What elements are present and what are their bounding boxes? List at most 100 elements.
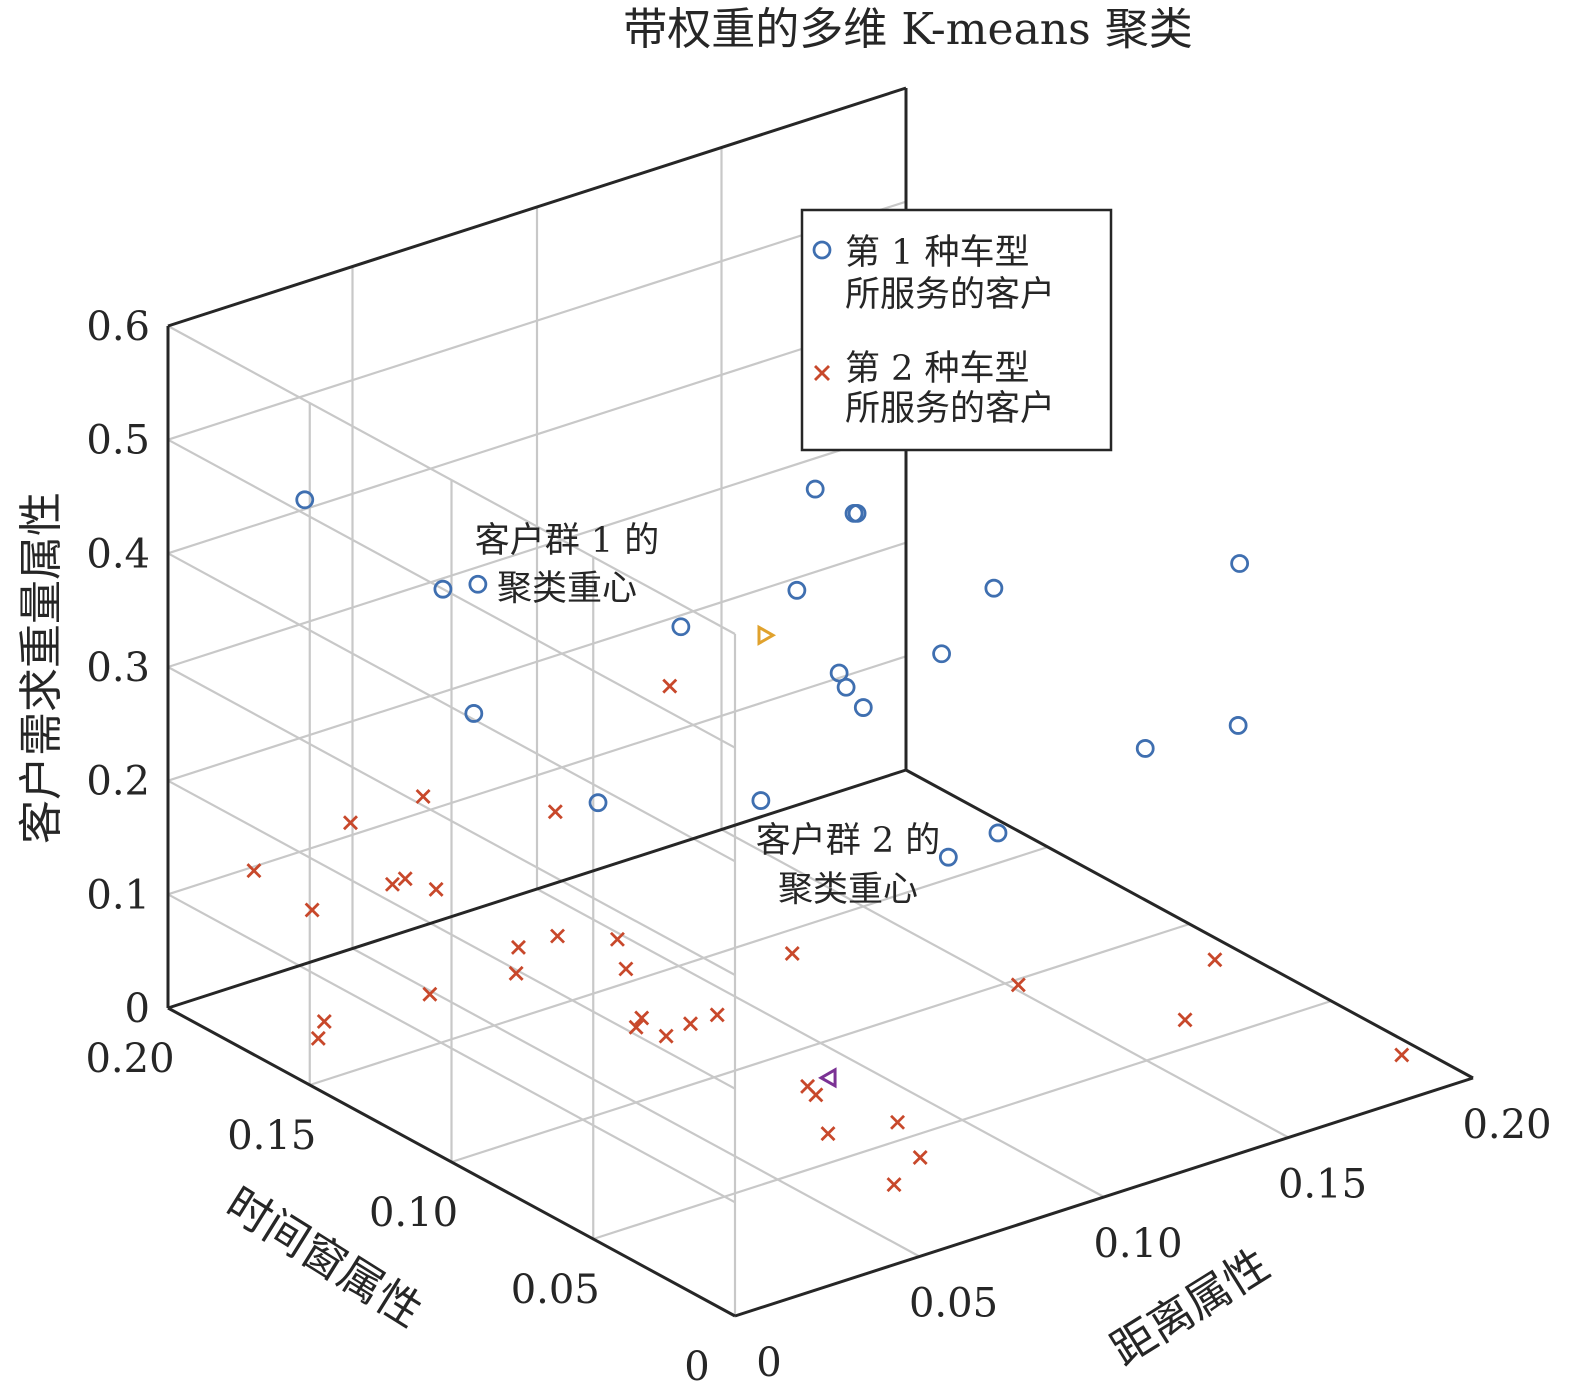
centroid-1-label-line-1: 客户群 1 的 xyxy=(475,521,660,561)
series-2-point xyxy=(618,961,634,977)
legend-entry-series-2-line-2: 所服务的客户 xyxy=(845,389,1055,429)
series-2-point xyxy=(1177,1012,1193,1028)
centroid-2-marker xyxy=(818,1067,837,1089)
left-wall-grid-line xyxy=(167,438,736,749)
series-1-point xyxy=(751,791,771,810)
chart-title: 带权重的多维 K-means 聚类 xyxy=(623,4,1192,55)
series-2-point xyxy=(886,1177,902,1193)
series-1-point xyxy=(671,617,691,637)
left-wall-grid-line xyxy=(167,779,736,1090)
legend: 第 1 种车型 所服务的客户 第 2 种车型 所服务的客户 xyxy=(800,208,1113,452)
centroid-2-label-line-2: 聚类重心 xyxy=(778,870,918,910)
series-1-point xyxy=(853,698,873,717)
x-tick-label: 0.20 xyxy=(1462,1102,1551,1148)
y-tick-label: 0.05 xyxy=(511,1267,600,1313)
centroids xyxy=(757,624,837,1089)
left-wall-grid-line xyxy=(167,552,736,863)
series-2-point xyxy=(304,902,320,918)
series-2-point xyxy=(316,1014,332,1030)
x-tick-label: 0.05 xyxy=(909,1281,998,1327)
right-wall-grid-line xyxy=(167,314,907,555)
series-2-point xyxy=(415,789,431,805)
series-2-point xyxy=(800,1078,816,1094)
series-1-point xyxy=(984,578,1004,598)
axes-box-edge xyxy=(167,86,907,328)
series-2-point xyxy=(428,881,444,897)
y-tick-label: 0 xyxy=(684,1344,709,1385)
series-1-point xyxy=(844,503,864,523)
series-2-point xyxy=(1010,977,1026,993)
legend-entry-series-1-line-2: 所服务的客户 xyxy=(845,275,1055,315)
series-1-point xyxy=(938,847,958,867)
series-2-point xyxy=(820,1126,836,1142)
x-tick-label: 0.10 xyxy=(1093,1221,1182,1267)
series-2-point xyxy=(628,1019,644,1035)
legend-box xyxy=(800,208,1113,452)
centroid-2-label-line-1: 客户群 2 的 xyxy=(756,821,941,861)
series-2-point xyxy=(397,871,413,887)
series-1-point xyxy=(468,574,488,594)
y-tick-label: 0.15 xyxy=(227,1113,316,1159)
left-wall-grid-line xyxy=(167,325,736,635)
series-1-point xyxy=(787,580,807,600)
series-1-point xyxy=(433,579,453,599)
series-1-point xyxy=(1228,716,1248,735)
axes-box-edge xyxy=(734,1076,1474,1318)
series-1-point xyxy=(464,704,484,723)
series-1-point xyxy=(588,793,608,813)
series-2-point xyxy=(508,965,524,981)
right-wall-grid-line xyxy=(167,200,907,441)
series-2-point xyxy=(709,1007,725,1023)
axes-box xyxy=(166,86,1474,1318)
z-tick-label: 0 xyxy=(125,986,150,1032)
series-2-point xyxy=(384,876,400,892)
y-tick-label: 0.20 xyxy=(85,1036,174,1082)
series-2-point xyxy=(609,931,625,947)
series-2-point xyxy=(662,678,678,694)
z-tick-label: 0.5 xyxy=(86,418,150,464)
series-2-point xyxy=(634,1010,650,1026)
series-2-point xyxy=(683,1016,698,1032)
left-wall-grid-line xyxy=(167,666,736,976)
series-2-point xyxy=(1207,952,1223,968)
z-tick-label: 0.2 xyxy=(86,759,150,805)
z-tick-label: 0.6 xyxy=(86,304,150,350)
legend-entry-series-1-line-1: 第 1 种车型 xyxy=(845,233,1030,273)
floor-grid-line xyxy=(309,845,1049,1087)
centroid-1-marker xyxy=(757,624,777,646)
series-1-point xyxy=(1230,554,1250,573)
right-wall-grid-line xyxy=(167,427,907,669)
tick-labels: 00.10.20.30.40.50.600.050.100.150.2000.0… xyxy=(85,304,1551,1385)
z-tick-label: 0.1 xyxy=(86,872,150,918)
series-2-point xyxy=(890,1114,906,1130)
series-1-point xyxy=(988,823,1008,843)
z-tick-label: 0.4 xyxy=(86,531,150,577)
right-wall-grid-line xyxy=(167,541,907,782)
series-2-point xyxy=(912,1149,928,1165)
series-2-point xyxy=(422,986,438,1002)
legend-circle-marker xyxy=(812,240,832,260)
z-tick-label: 0.3 xyxy=(86,645,150,691)
series-1-point xyxy=(295,490,315,510)
series-2-point xyxy=(342,815,358,831)
series-1-point xyxy=(836,677,856,697)
y-tick-label: 0.10 xyxy=(369,1190,458,1236)
series-2-point xyxy=(510,939,526,955)
left-wall-grid-line xyxy=(167,893,736,1204)
series-2-point xyxy=(658,1028,674,1044)
x-tick-label: 0.15 xyxy=(1278,1162,1367,1208)
series-2-point xyxy=(547,804,563,820)
right-wall-grid-line xyxy=(167,655,907,896)
legend-entry-series-2-line-1: 第 2 种车型 xyxy=(845,349,1030,389)
axes-box-edge xyxy=(167,768,907,1010)
z-axis-label: 客户需求重量属性 xyxy=(16,492,67,844)
legend-x-marker xyxy=(814,365,830,381)
series-2-point xyxy=(310,1030,326,1046)
series-2-point xyxy=(784,946,800,962)
series-1-point xyxy=(932,644,951,664)
data-points xyxy=(246,347,1410,1193)
floor-grid-line xyxy=(592,999,1332,1241)
centroid-1-label-line-2: 聚类重心 xyxy=(497,569,637,609)
x-tick-label: 0 xyxy=(756,1340,781,1385)
